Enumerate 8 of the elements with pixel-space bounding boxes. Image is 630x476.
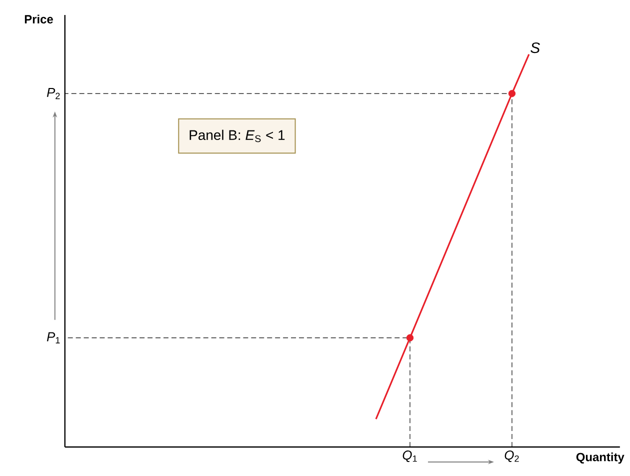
text: P$_{1}$ [46,332,60,344]
x-axis-title: Quantity [576,452,624,464]
annotation: Panel B: E$_{S}$ < 1 [190,130,285,142]
text: P$_{2}$ [46,88,60,100]
series-label: S [530,42,540,54]
x-tick-label: Q$_{1}$ [402,450,417,462]
x-tick-label: Q$_{2}$ [504,450,519,462]
y-axis-title: Price [24,14,53,24]
